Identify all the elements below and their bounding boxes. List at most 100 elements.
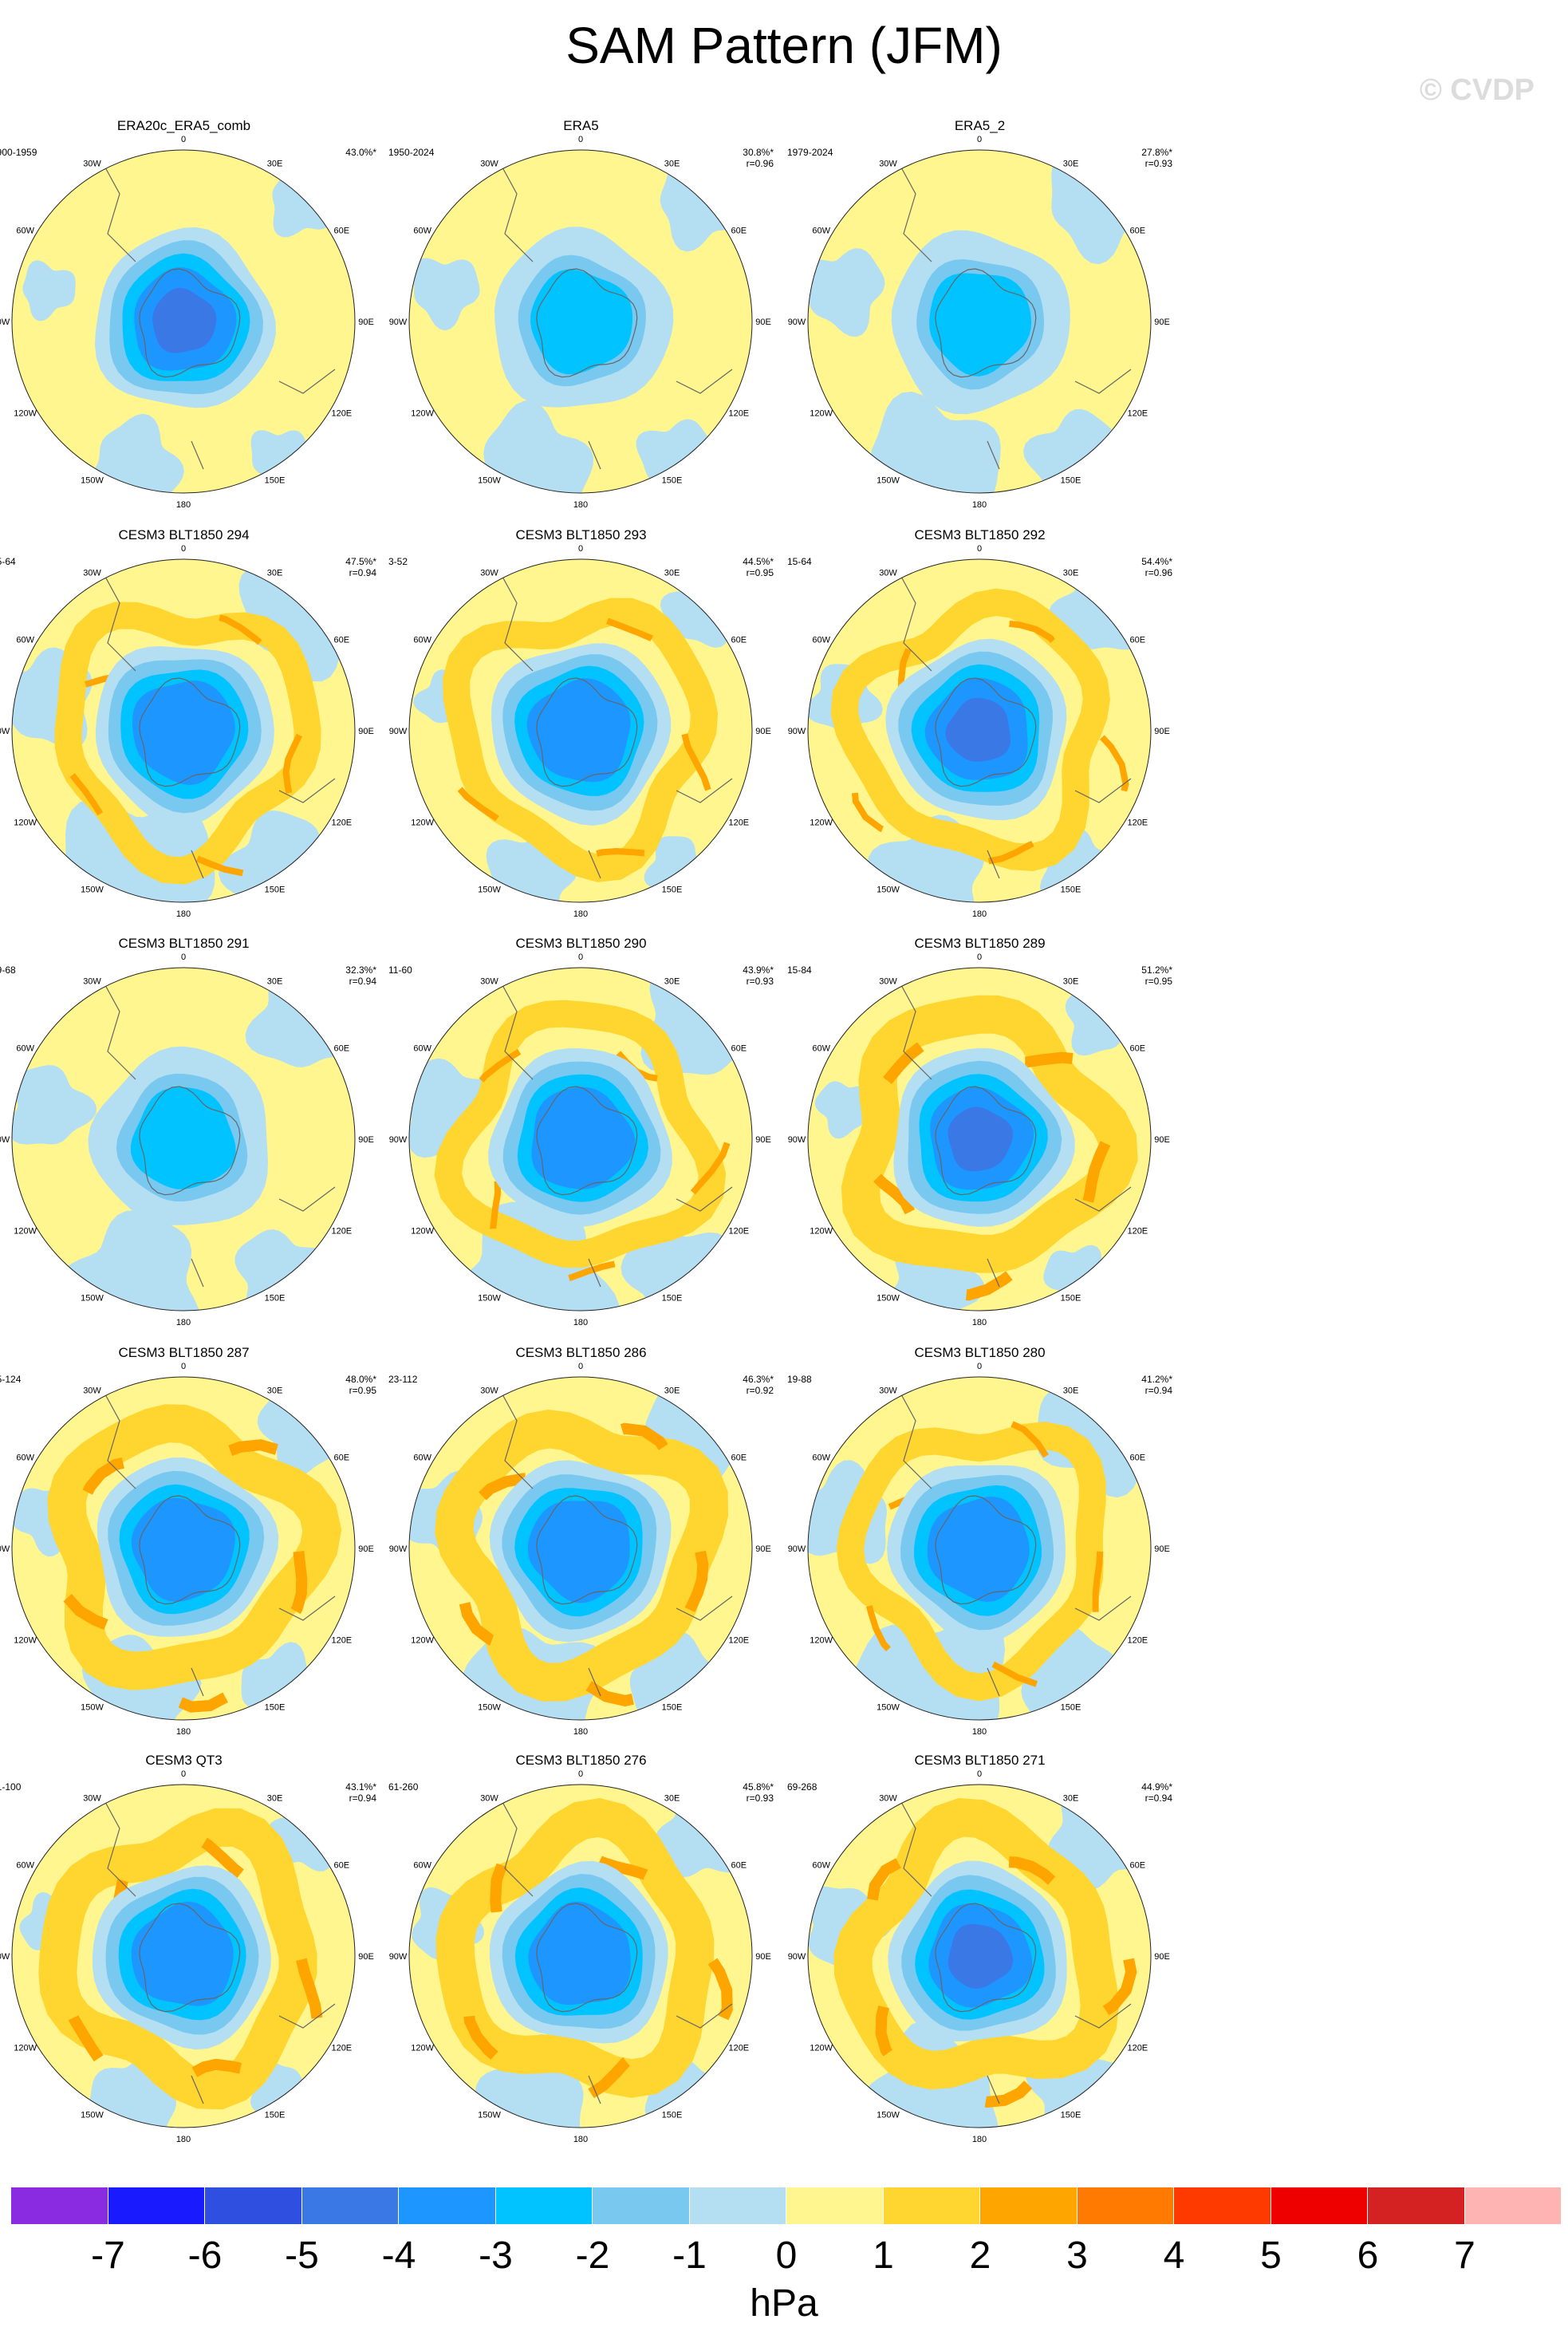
longitude-label: 0 <box>578 1362 583 1371</box>
map-panel: CESM3 BLT1850 280 19-88 41.2%* r=0.94 0 30E 60… <box>782 1345 1177 1736</box>
longitude-label: 60E <box>731 227 747 236</box>
longitude-label: 60W <box>812 1044 830 1054</box>
polar-low-contour <box>548 1922 613 1987</box>
longitude-label: 60W <box>413 636 431 645</box>
oceania-coastline <box>191 2003 336 2104</box>
longitude-label: 30W <box>83 1386 101 1396</box>
colorbar-tick-label: 5 <box>1260 2234 1282 2277</box>
longitude-label: 180 <box>972 1727 987 1736</box>
panel-percent: 46.3%* <box>743 1374 774 1385</box>
longitude-label: 30E <box>267 977 283 987</box>
colorbar-tick-label: -6 <box>187 2234 223 2277</box>
longitude-label: 90W <box>389 1952 408 1962</box>
longitude-label: 120E <box>331 409 352 419</box>
longitude-label: 90E <box>755 318 771 327</box>
antarctica-coastline <box>536 1086 638 1196</box>
longitude-label: 150E <box>662 1293 683 1303</box>
longitude-label: 60W <box>413 1044 431 1054</box>
colorbar-swatch <box>1077 2187 1174 2224</box>
longitude-label: 150W <box>877 1293 900 1303</box>
longitude-label: 30E <box>664 1386 680 1396</box>
map-boundary <box>11 558 356 903</box>
positive-anomaly-ring-core <box>462 1835 733 2106</box>
panel-stats: 44.5%* r=0.95 <box>743 556 774 578</box>
longitude-label: 90E <box>755 1544 771 1554</box>
longitude-label: 30W <box>879 569 897 578</box>
panel-title: CESM3 BLT1850 294 <box>118 527 250 542</box>
longitude-label: 180 <box>176 2135 191 2144</box>
panel-percent: 43.0%* <box>345 147 376 158</box>
oceania-coastline <box>987 2003 1132 2104</box>
longitude-label: 150W <box>877 475 900 485</box>
polar-low-contour <box>947 1515 1011 1581</box>
longitude-label: 120W <box>810 409 833 419</box>
south-america-coastline <box>95 1785 136 1897</box>
south-america-coastline <box>891 1785 932 1897</box>
longitude-label: 90W <box>0 1135 10 1145</box>
longitude-label: 30E <box>1063 1794 1079 1804</box>
map-panel: CESM3 BLT1850 287 25-124 48.0%*r=0.95 0 30E 6… <box>0 1345 381 1736</box>
longitude-label: 30W <box>83 569 101 578</box>
longitude-label: 120W <box>810 818 833 828</box>
longitude-label: 60W <box>812 1453 830 1463</box>
panel-correlation: r=0.96 <box>1144 567 1172 578</box>
longitude-label: 30E <box>1063 1386 1079 1396</box>
south-america-coastline <box>891 559 932 672</box>
map-boundary <box>408 1784 753 2128</box>
polar-map: 0 30E 60E 90E 120E 150E 180 150W 120W 90W 60W 30W <box>0 1362 374 1736</box>
colorbar-tick-label: -3 <box>479 2234 513 2277</box>
longitude-label: 60W <box>413 227 431 236</box>
longitude-label: 30W <box>480 1386 498 1396</box>
longitude-label: 120W <box>810 2044 833 2053</box>
panel-percent: 45.8%* <box>743 1781 774 1793</box>
longitude-label: 180 <box>573 909 588 918</box>
map-boundary <box>11 967 356 1311</box>
panel-years: 61-260 <box>388 1781 419 1793</box>
longitude-label: 120E <box>1127 1636 1148 1646</box>
south-america-coastline <box>492 1377 534 1489</box>
longitude-label: 180 <box>573 500 588 509</box>
map-panel: CESM3 BLT1850 291 19-68 32.3%*r=0.94 0 30E 60… <box>0 936 381 1327</box>
polar-map: 0 30E 60E 90E 120E 150E 180 150W 120W 90W 60W 30W <box>389 953 771 1327</box>
panel-stats: 51.2%* r=0.95 <box>1141 964 1172 987</box>
colorbar-swatch <box>1464 2187 1562 2224</box>
polar-map: 0 30E 60E 90E 120E 150E 180 150W 120W 90W 60W 30W <box>0 135 374 509</box>
longitude-label: 30E <box>267 1794 283 1804</box>
polar-low-contour <box>150 1517 215 1583</box>
antarctica-coastline <box>139 268 241 378</box>
oceania-coastline <box>191 369 336 470</box>
longitude-label: 60W <box>16 227 34 236</box>
positive-anomaly-ring <box>38 1808 317 2110</box>
longitude-label: 180 <box>972 2135 987 2144</box>
colorbar-tick-label: -2 <box>575 2234 610 2277</box>
polar-map: 0 30E 60E 90E 120E 150E 180 150W 120W 90W 60W 30W <box>788 1769 1170 2144</box>
polar-map: 0 30E 60E 90E 120E 150E 180 150W 120W 90W 60W 30W <box>389 1362 771 1736</box>
longitude-label: 180 <box>176 500 191 509</box>
map-boundary <box>807 149 1152 494</box>
map-panel: CESM3 BLT1850 271 69-268 44.9%* r=0.94 0 30E 6… <box>782 1753 1177 2144</box>
panel-stats: 48.0%* r=0.95 <box>345 1374 376 1396</box>
panel-percent: 43.1%* <box>345 1781 376 1793</box>
negative-anomaly-patch <box>869 391 1001 493</box>
longitude-label: 30W <box>480 1794 498 1804</box>
longitude-label: 90E <box>755 727 771 736</box>
longitude-label: 60W <box>812 636 830 645</box>
longitude-label: 150W <box>877 1702 900 1712</box>
map-panel: ERA5_2 1979-2024 27.8%* r=0.93 0 30E 60E 90E 120… <box>782 118 1177 509</box>
polar-low-contour <box>947 1106 1014 1172</box>
map-panel: CESM3 BLT1850 294 15-64 47.5%*r=0.94 0 30E 60… <box>0 527 381 918</box>
colorbar-tick-label: 6 <box>1357 2234 1379 2277</box>
antarctica-coastline <box>536 1495 638 1605</box>
longitude-label: 150E <box>1061 1702 1081 1712</box>
longitude-label: 150E <box>1061 2110 1081 2120</box>
map-panel: ERA5 1950-2024 30.8%* r=0.96 0 30E 60E 90E 120E 1… <box>384 118 778 509</box>
map-panel: CESM3 QT3 21-100 43.1%*r=0.94 0 30E 60E 90E 120… <box>0 1753 381 2144</box>
negative-anomaly-patch <box>22 260 76 321</box>
antarctica-coastline <box>139 1903 241 2013</box>
longitude-label: 30W <box>879 1386 897 1396</box>
panel-correlation: r=0.95 <box>349 1385 376 1396</box>
longitude-label: 180 <box>176 909 191 918</box>
oceania-coastline <box>588 778 733 879</box>
longitude-label: 90E <box>358 1952 374 1962</box>
south-america-coastline <box>891 150 932 262</box>
